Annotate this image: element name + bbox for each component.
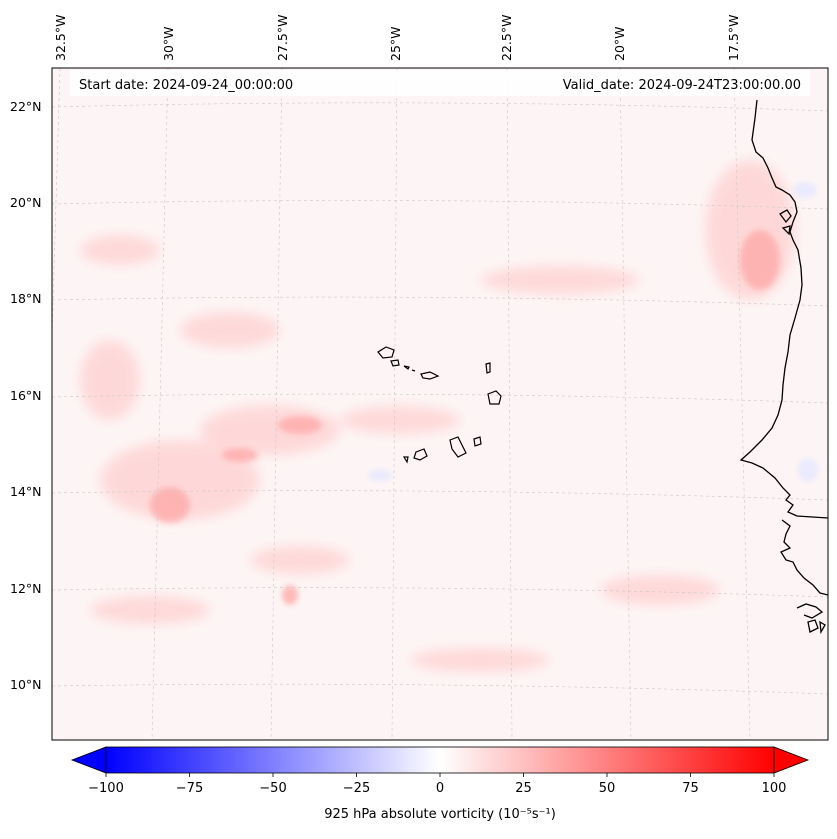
colorbar <box>70 746 810 777</box>
colorbar-tick: −75 <box>175 781 204 796</box>
lon-label-22-5w: 22.5°W <box>499 14 514 61</box>
colorbar-tick: 0 <box>435 781 445 796</box>
lat-label-16n: 16°N <box>10 388 42 403</box>
lon-label-17-5w: 17.5°W <box>726 14 741 61</box>
lon-label-25w: 25°W <box>388 26 403 61</box>
colorbar-tick: −50 <box>259 781 287 796</box>
lon-label-32-5w: 32.5°W <box>53 14 68 61</box>
lat-label-20n: 20°N <box>10 195 42 210</box>
colorbar-tick: −25 <box>342 781 371 796</box>
lon-label-30w: 30°W <box>161 26 176 61</box>
colorbar-tick: −100 <box>88 781 124 796</box>
colorbar-tick: 25 <box>515 781 532 796</box>
valid-date-label: Valid_date: 2024-09-24T23:00:00.00 <box>562 78 801 93</box>
lon-label-27-5w: 27.5°W <box>275 14 290 61</box>
lat-label-12n: 12°N <box>10 581 42 596</box>
colorbar-label: 925 hPa absolute vorticity (10⁻⁵s⁻¹) <box>324 807 556 822</box>
lat-label-18n: 18°N <box>10 291 42 306</box>
colorbar-tick: 75 <box>682 781 699 796</box>
start-date-label: Start date: 2024-09-24_00:00:00 <box>79 78 294 93</box>
lon-label-20w: 20°W <box>612 26 627 61</box>
lat-label-10n: 10°N <box>10 677 42 692</box>
cape-verde-islands <box>377 346 502 464</box>
colorbar-tick: 50 <box>598 781 616 796</box>
vorticity-field <box>52 68 828 740</box>
lat-label-14n: 14°N <box>10 484 42 499</box>
colorbar-tick: 100 <box>761 781 787 796</box>
lat-label-22n: 22°N <box>10 99 42 114</box>
african-coastline <box>739 99 828 635</box>
